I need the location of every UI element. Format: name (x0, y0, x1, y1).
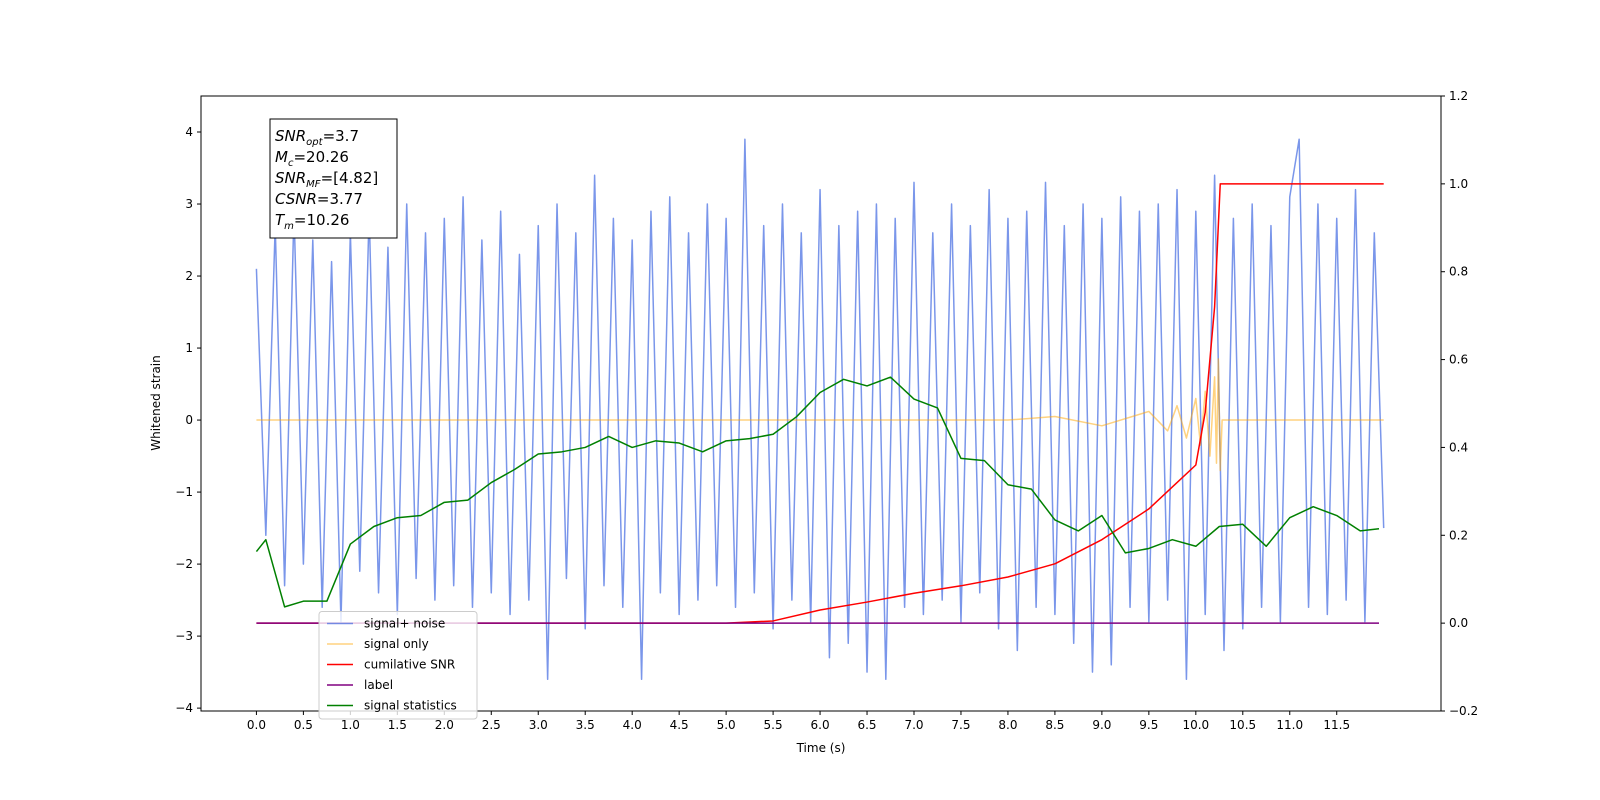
annotation-symbol: M (275, 148, 288, 166)
series-line (256, 183, 1384, 624)
x-tick-label: 4.5 (670, 718, 689, 732)
x-tick-label: 5.0 (717, 718, 736, 732)
x-axis-label: Time (s) (796, 741, 846, 755)
x-tick-label: 6.5 (857, 718, 876, 732)
series-line (255, 138, 1385, 681)
annotation-frame (269, 118, 398, 239)
legend-label: label (364, 678, 393, 692)
annotation-value: =3.77 (317, 190, 363, 208)
y2-tick-label: 1.0 (1449, 177, 1468, 191)
x-tick-label: 7.0 (904, 718, 923, 732)
x-tick-label: 8.0 (998, 718, 1017, 732)
x-tick-label: 11.0 (1276, 718, 1303, 732)
annotation-subscript: opt (306, 137, 323, 148)
plot-frame (200, 95, 1442, 712)
annotation-subscript: c (288, 158, 294, 169)
annotation-symbol: SNR (275, 127, 306, 145)
y2-tick-label: 1.2 (1449, 89, 1468, 103)
annotation-value: =3.7 (323, 127, 359, 145)
annotation-value: =[4.82] (321, 169, 379, 187)
plot-lines (255, 138, 1385, 681)
y-tick-label: 4 (185, 125, 193, 139)
x-tick-label: 1.5 (388, 718, 407, 732)
x-tick-label: 9.0 (1092, 718, 1111, 732)
annotation-box: SNRopt=3.7Mc=20.26SNRMF=[4.82]CSNR=3.77T… (269, 118, 398, 239)
series-line (255, 376, 1380, 608)
y-tick-label: 0 (185, 413, 193, 427)
x-tick-label: 5.5 (764, 718, 783, 732)
x-tick-label: 0.5 (294, 718, 313, 732)
y2-tick-label: −0.2 (1449, 704, 1478, 718)
x-tick-label: 7.5 (951, 718, 970, 732)
y2-tick-label: 0.6 (1449, 353, 1468, 367)
annotation-text: SNRopt=3.7 (275, 127, 359, 148)
x-tick-label: 1.0 (341, 718, 360, 732)
x-tick-label: 11.5 (1323, 718, 1350, 732)
annotation-symbol: SNR (275, 169, 306, 187)
x-tick-label: 3.0 (529, 718, 548, 732)
x-tick-label: 10.0 (1182, 718, 1209, 732)
legend-label: cumilative SNR (364, 658, 455, 672)
annotation-text: SNRMF=[4.82] (275, 169, 378, 190)
x-tick-label: 9.5 (1139, 718, 1158, 732)
y-tick-label: −4 (175, 701, 193, 715)
y-axis-label: Whitened strain (149, 355, 163, 451)
annotation-value: =20.26 (293, 148, 349, 166)
legend-label: signal statistics (364, 699, 457, 713)
annotation-symbol: CSNR (275, 190, 317, 208)
y2-tick-label: 0.0 (1449, 616, 1468, 630)
y2-tick-label: 0.8 (1449, 265, 1468, 279)
y-tick-label: −3 (175, 629, 193, 643)
series-line (256, 358, 1384, 472)
annotation-subscript: m (284, 221, 294, 232)
legend-frame (318, 611, 478, 720)
y-tick-label: 3 (185, 197, 193, 211)
x-tick-label: 3.5 (576, 718, 595, 732)
annotation-symbol: T (275, 211, 286, 229)
annotation-value: =10.26 (294, 211, 350, 229)
x-tick-label: 4.0 (623, 718, 642, 732)
x-tick-label: 0.0 (247, 718, 266, 732)
x-tick-label: 2.0 (435, 718, 454, 732)
annotation-text: Mc=20.26 (275, 148, 349, 169)
y2-tick-label: 0.4 (1449, 440, 1468, 454)
y-tick-label: 1 (185, 341, 193, 355)
x-tick-label: 8.5 (1045, 718, 1064, 732)
legend-label: signal+ noise (364, 617, 445, 631)
legend: signal+ noise signal only cumilative SNR la… (318, 611, 478, 720)
legend-label: signal only (364, 637, 429, 651)
annotation-subscript: MF (306, 179, 321, 190)
annotation-text: CSNR=3.77 (275, 190, 363, 208)
annotation-text: Tm=10.26 (275, 211, 349, 232)
x-tick-label: 10.5 (1229, 718, 1256, 732)
y2-tick-label: 0.2 (1449, 528, 1468, 542)
y-tick-label: −2 (175, 557, 193, 571)
x-tick-label: 2.5 (482, 718, 501, 732)
y-tick-label: −1 (175, 485, 193, 499)
y-tick-label: 2 (185, 269, 193, 283)
x-tick-label: 6.0 (811, 718, 830, 732)
